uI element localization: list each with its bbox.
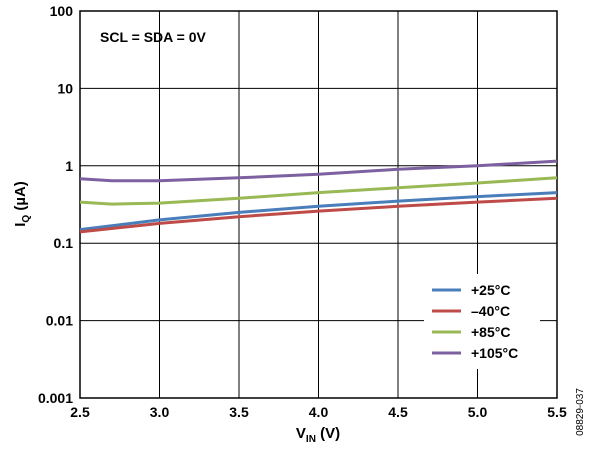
- legend-label: –40°C: [471, 303, 510, 319]
- x-axis-title: VIN (V): [296, 425, 340, 445]
- x-tick-label: 2.5: [70, 404, 90, 420]
- y-axis-label-subscript: Q: [21, 215, 32, 223]
- series-line: [79, 176, 558, 206]
- x-tick-label: 4.0: [309, 404, 329, 420]
- legend: +25°C –40°C +85°C +105°C: [424, 274, 540, 369]
- x-axis-label-subscript: IN: [306, 434, 316, 445]
- plot-frame: [79, 10, 558, 399]
- x-tick-label: 5.5: [547, 404, 567, 420]
- x-tick-label: 3.0: [150, 404, 170, 420]
- y-tick-labels: 100 10 1 0.1 0.01 0.001: [38, 3, 73, 406]
- x-tick-label: 4.5: [388, 404, 408, 420]
- series-layer: [79, 159, 558, 234]
- legend-label: +85°C: [471, 324, 510, 340]
- series-line: [79, 159, 558, 183]
- y-axis-label: I: [12, 223, 29, 227]
- x-tick-label: 3.5: [229, 404, 249, 420]
- figure-id: 08829-037: [575, 388, 586, 436]
- legend-label: +105°C: [471, 345, 518, 361]
- y-tick-label: 0.01: [46, 313, 73, 329]
- y-axis-label-unit: (µA): [12, 181, 29, 215]
- annotation: SCL = SDA = 0V: [100, 29, 206, 45]
- y-tick-label: 1: [65, 158, 73, 174]
- y-tick-label: 100: [50, 3, 74, 19]
- y-tick-label: 10: [57, 80, 73, 96]
- y-tick-label: 0.1: [54, 235, 74, 251]
- y-tick-label: 0.001: [38, 390, 73, 406]
- x-axis-label-unit: (V): [316, 425, 340, 442]
- series-line: [79, 196, 558, 234]
- x-tick-label: 5.0: [468, 404, 488, 420]
- series-line: [79, 191, 558, 232]
- x-tick-labels: 2.5 3.0 3.5 4.0 4.5 5.0 5.5: [70, 404, 567, 420]
- x-axis-label: V: [296, 425, 306, 442]
- y-axis-title: IQ (µA): [12, 181, 32, 227]
- legend-label: +25°C: [471, 282, 510, 298]
